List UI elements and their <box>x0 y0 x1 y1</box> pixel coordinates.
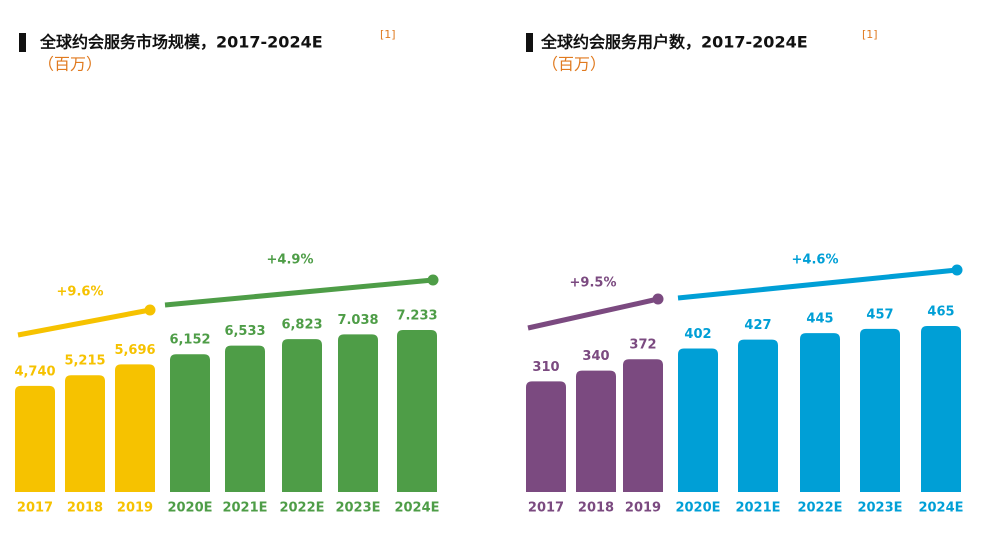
bar <box>65 375 105 492</box>
value-label: 465 <box>927 305 954 320</box>
x-tick-label: 2018 <box>578 501 614 516</box>
growth-line <box>164 277 434 308</box>
x-tick-label: 2022E <box>797 501 842 516</box>
x-tick-label: 2020E <box>675 501 720 516</box>
bar <box>170 354 210 492</box>
title-marker <box>19 33 26 52</box>
growth-line <box>677 267 958 301</box>
growth-dot <box>144 304 156 316</box>
value-label: 4,740 <box>14 364 55 379</box>
x-tick-label: 2017 <box>17 501 53 516</box>
value-label: 6,823 <box>281 318 322 333</box>
value-label: 402 <box>684 327 711 342</box>
value-label: 445 <box>806 312 833 327</box>
bar <box>738 339 778 492</box>
bar <box>860 328 900 492</box>
chart-subtitle: （百万） <box>542 55 606 74</box>
title-marker <box>526 33 533 52</box>
title-note: [1] <box>862 28 878 41</box>
bar <box>800 333 840 492</box>
x-tick-label: 2021E <box>735 501 780 516</box>
bar <box>15 385 55 492</box>
value-label: 427 <box>744 318 771 333</box>
bar <box>397 330 437 492</box>
title-note: [1] <box>380 28 396 41</box>
x-tick-label: 2022E <box>279 501 324 516</box>
annotation: +9.6% <box>57 285 104 300</box>
value-label: 5,696 <box>114 343 155 358</box>
bar <box>678 348 718 492</box>
x-tick-label: 2017 <box>528 501 564 516</box>
x-tick-label: 2021E <box>222 501 267 516</box>
bar <box>623 359 663 492</box>
value-label: 7.038 <box>337 313 378 328</box>
x-tick-label: 2018 <box>67 501 103 516</box>
annotation: +9.5% <box>570 276 617 291</box>
bar <box>115 364 155 492</box>
value-label: 5,215 <box>64 354 105 369</box>
x-tick-label: 2023E <box>335 501 380 516</box>
growth-dot <box>951 264 963 276</box>
x-tick-label: 2023E <box>857 501 902 516</box>
x-tick-label: 2019 <box>625 501 661 516</box>
value-label: 7.233 <box>396 309 437 324</box>
bar <box>282 339 322 492</box>
x-tick-label: 2024E <box>394 501 439 516</box>
bar <box>225 345 265 492</box>
value-label: 372 <box>629 338 656 353</box>
value-label: 6,533 <box>224 324 265 339</box>
growth-line <box>17 307 151 338</box>
x-tick-label: 2024E <box>918 501 963 516</box>
x-tick-label: 2019 <box>117 501 153 516</box>
x-tick-label: 2020E <box>167 501 212 516</box>
growth-dot <box>652 293 664 305</box>
growth-line <box>527 296 659 331</box>
bar <box>576 370 616 492</box>
chart-title: 全球约会服务用户数，2017-2024E <box>540 33 808 52</box>
annotation: +4.6% <box>792 253 839 268</box>
annotation: +4.9% <box>267 253 314 268</box>
value-label: 310 <box>532 360 559 375</box>
value-label: 340 <box>582 349 609 364</box>
value-label: 457 <box>866 307 893 322</box>
value-label: 6,152 <box>169 333 210 348</box>
bar <box>338 334 378 492</box>
growth-dot <box>427 274 439 286</box>
bar <box>921 326 961 492</box>
bar <box>526 381 566 492</box>
chart-subtitle: （百万） <box>38 55 102 74</box>
chart-title: 全球约会服务市场规模，2017-2024E <box>39 33 323 52</box>
